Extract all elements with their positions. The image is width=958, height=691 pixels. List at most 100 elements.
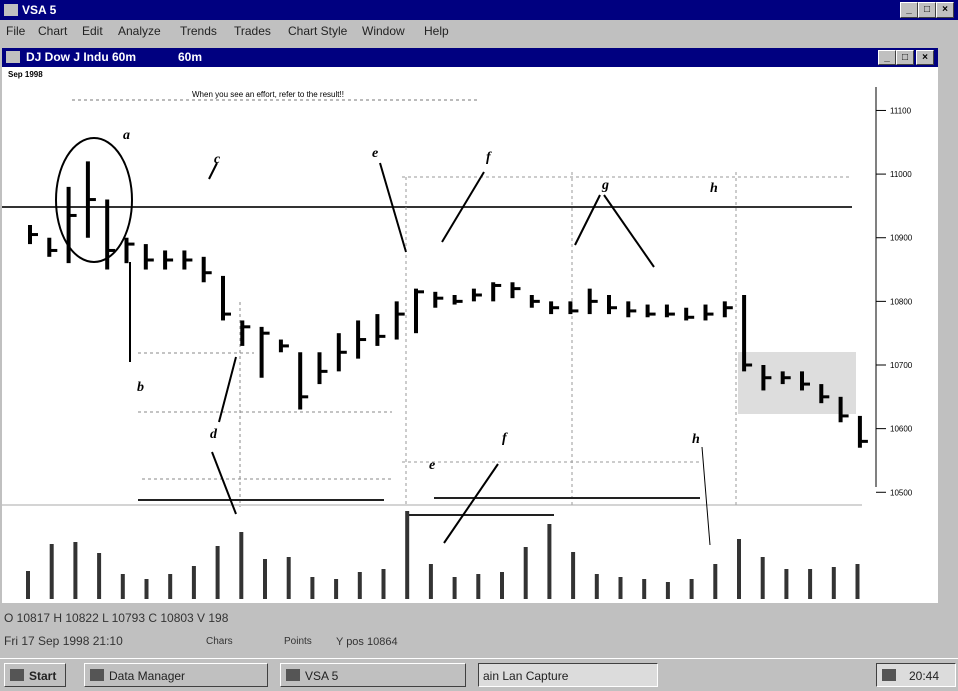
start-button[interactable]: Start <box>4 663 66 687</box>
datetime-readout: Fri 17 Sep 1998 21:10 <box>4 634 123 648</box>
volume-bar <box>642 579 647 599</box>
menu-file[interactable]: File <box>6 24 26 38</box>
price-bar <box>452 295 463 305</box>
taskbar-item-vsa5[interactable]: VSA 5 <box>280 663 466 687</box>
volume-bar <box>594 574 599 599</box>
volume-bar <box>689 579 694 599</box>
price-bar <box>587 288 598 315</box>
taskbar-item-data-manager[interactable]: Data Manager <box>84 663 268 687</box>
pointer-c <box>208 162 218 180</box>
taskbar-item-capture[interactable]: ain Lan Capture <box>478 663 658 687</box>
price-tick-label: 11100 <box>890 106 912 115</box>
label-h2: h <box>692 432 700 447</box>
volume-bar <box>239 532 244 599</box>
price-bar <box>298 352 309 410</box>
pointer-f <box>441 171 485 243</box>
chart-minimize-button[interactable]: _ <box>878 50 896 65</box>
annotation-letters: a b c d e f g h e f h <box>123 128 718 473</box>
price-bar <box>66 186 77 264</box>
vsa-app-icon <box>286 669 300 681</box>
volume-bar <box>381 569 386 599</box>
price-bar <box>182 250 193 270</box>
tray-network-icon <box>882 669 896 681</box>
price-bar <box>105 199 116 270</box>
menu-window[interactable]: Window <box>362 24 405 38</box>
price-tick-label: 10700 <box>890 361 913 370</box>
price-bar <box>857 415 868 448</box>
price-bar <box>221 275 231 321</box>
price-bar <box>684 307 695 321</box>
price-bar <box>703 304 714 321</box>
volume-bar <box>571 552 576 599</box>
volume-bar <box>476 574 481 599</box>
price-axis: 11100 11000 10900 10800 10700 10600 10500 <box>876 106 913 497</box>
volume-bar <box>523 547 528 599</box>
volume-bar <box>120 574 125 599</box>
close-button[interactable]: × <box>936 2 954 18</box>
climax-circle <box>55 137 133 263</box>
pointer-h2 <box>701 446 711 546</box>
volume-bar <box>168 574 173 599</box>
ohlc-readout: O 10817 H 10822 L 10793 C 10803 V 198 <box>4 611 229 625</box>
taskbar-item-label: VSA 5 <box>305 669 339 683</box>
menu-edit[interactable]: Edit <box>82 24 103 38</box>
volume-bar <box>49 544 54 599</box>
chart-window-interval: 60m <box>178 50 203 64</box>
pointer-g2 <box>603 194 655 268</box>
status-field-points: Points <box>284 636 312 647</box>
chart-close-button[interactable]: × <box>916 50 934 65</box>
price-bar <box>85 161 96 238</box>
volume-bar <box>73 542 78 599</box>
chart-maximize-button[interactable]: □ <box>896 50 914 65</box>
volume-bar <box>452 577 457 599</box>
label-f: f <box>486 150 492 165</box>
chart-window-title-bar: DJ Dow J Indu 60m 60m _ □ × <box>2 48 938 67</box>
price-bar <box>375 314 386 346</box>
start-label: Start <box>29 669 57 683</box>
price-bar <box>143 244 154 270</box>
pointer-e <box>379 162 407 253</box>
price-bar <box>664 304 675 318</box>
label-g: g <box>601 178 609 193</box>
volume-bar <box>665 582 670 599</box>
price-bar <box>124 237 135 264</box>
menu-trends[interactable]: Trends <box>180 24 217 38</box>
volume-bar <box>428 564 433 599</box>
menu-chart[interactable]: Chart <box>38 24 68 38</box>
menu-analyze[interactable]: Analyze <box>118 24 161 38</box>
price-tick-label: 10600 <box>890 425 913 434</box>
price-bar <box>838 396 849 423</box>
chart-area[interactable]: 11100 11000 10900 10800 10700 10600 10500 Sep … <box>2 67 938 603</box>
volume-bar <box>831 567 836 599</box>
price-bar <box>201 256 212 283</box>
menu-help[interactable]: Help <box>424 24 449 38</box>
price-tick-label: 10500 <box>890 488 913 497</box>
menu-trades[interactable]: Trades <box>234 24 271 38</box>
label-f2: f <box>502 431 508 446</box>
price-volume-chart[interactable]: 11100 11000 10900 10800 10700 10600 10500 Sep … <box>2 67 938 603</box>
price-bar <box>163 250 174 270</box>
ypos-readout: Y pos 10864 <box>336 636 398 648</box>
minimize-button[interactable]: _ <box>900 2 918 18</box>
price-bar <box>433 291 444 308</box>
volume-bar <box>144 579 149 599</box>
volume-bar <box>760 557 765 599</box>
pointer-d2 <box>211 451 237 515</box>
highlight-box <box>738 352 856 414</box>
volume-bar <box>97 553 102 599</box>
maximize-button[interactable]: □ <box>918 2 936 18</box>
volume-bar <box>737 539 741 599</box>
price-tick-label: 11000 <box>890 170 912 179</box>
volume-bar <box>310 577 315 599</box>
label-b: b <box>137 380 144 395</box>
pointer-d1 <box>218 356 237 423</box>
price-bar <box>471 288 482 302</box>
menu-chart-style[interactable]: Chart Style <box>288 24 348 38</box>
volume-bar <box>215 546 220 599</box>
pointer-f2 <box>443 463 499 544</box>
chart-window-icon <box>6 51 20 63</box>
volume-bar <box>191 566 196 599</box>
price-bar <box>780 371 791 385</box>
price-bar <box>47 237 58 257</box>
price-bar <box>549 301 560 315</box>
